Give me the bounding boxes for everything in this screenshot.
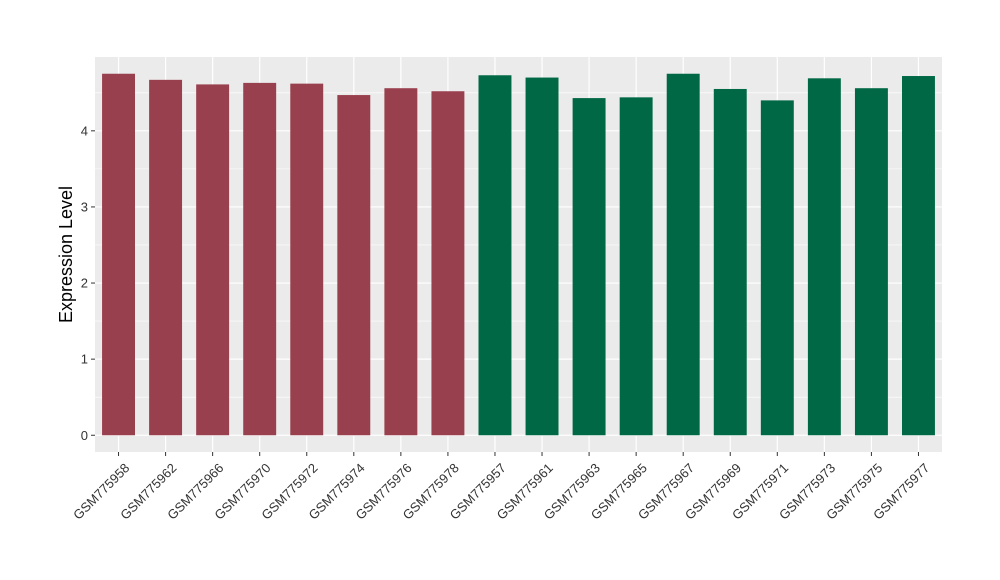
y-tick-label: 1 bbox=[81, 352, 88, 367]
bar-GSM775975 bbox=[854, 88, 888, 436]
bar-GSM775970 bbox=[243, 82, 277, 436]
bar-GSM775971 bbox=[760, 100, 794, 436]
bar-GSM775974 bbox=[337, 95, 371, 436]
plot-panel bbox=[95, 57, 942, 452]
bar-GSM775966 bbox=[196, 84, 230, 436]
y-axis-title: Expression Level bbox=[56, 186, 76, 323]
bars bbox=[102, 73, 935, 436]
x-axis: GSM775958GSM775962GSM775966GSM775970GSM7… bbox=[70, 452, 932, 523]
y-tick-label: 4 bbox=[81, 123, 88, 138]
bar-GSM775962 bbox=[149, 79, 183, 436]
bar-GSM775967 bbox=[666, 73, 700, 436]
y-axis: 0 1 2 3 4 bbox=[81, 123, 95, 443]
y-tick-label: 3 bbox=[81, 199, 88, 214]
y-tick-label: 2 bbox=[81, 276, 88, 291]
bar-GSM775963 bbox=[572, 98, 606, 436]
bar-GSM775978 bbox=[431, 91, 465, 436]
bar-GSM775976 bbox=[384, 88, 418, 436]
y-tick-label: 0 bbox=[81, 428, 88, 443]
bar-GSM775977 bbox=[902, 76, 935, 436]
bar-GSM775973 bbox=[807, 78, 841, 436]
bar-GSM775969 bbox=[713, 88, 747, 436]
bar-GSM775957 bbox=[478, 75, 512, 436]
bar-GSM775961 bbox=[525, 77, 559, 436]
bar-GSM775958 bbox=[102, 73, 135, 436]
bar-GSM775965 bbox=[619, 97, 653, 436]
bar-GSM775972 bbox=[290, 83, 324, 436]
